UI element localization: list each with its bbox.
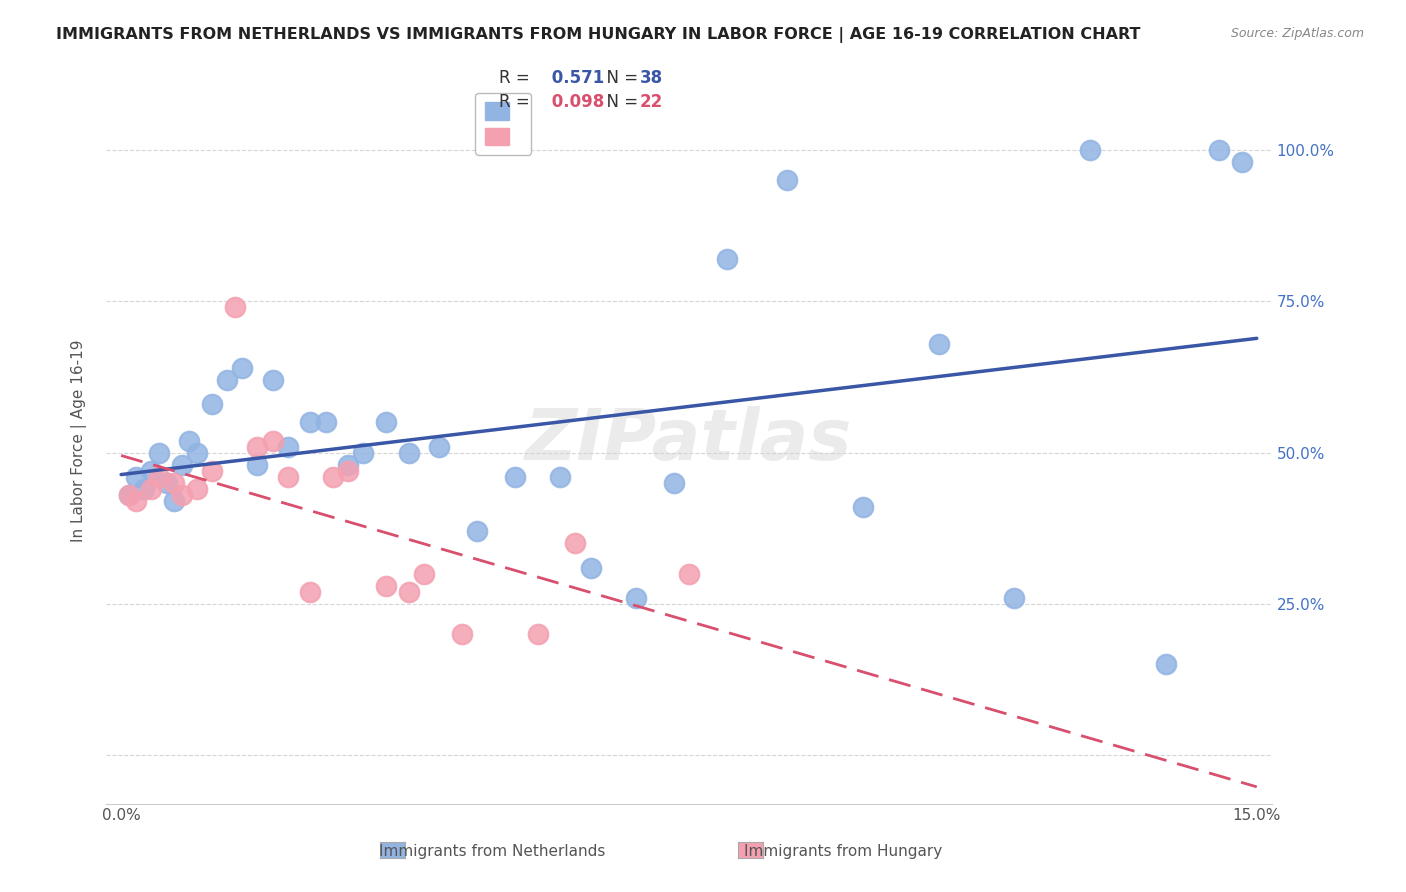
Point bbox=[132, 482, 155, 496]
Point bbox=[201, 397, 224, 411]
Point bbox=[776, 173, 799, 187]
Point bbox=[170, 458, 193, 472]
Point bbox=[928, 336, 950, 351]
Point bbox=[118, 488, 141, 502]
Point bbox=[118, 488, 141, 502]
Point bbox=[277, 440, 299, 454]
Point bbox=[548, 470, 571, 484]
Text: N =: N = bbox=[596, 93, 644, 111]
Point bbox=[337, 464, 360, 478]
Point bbox=[375, 579, 398, 593]
Point bbox=[375, 416, 398, 430]
Point bbox=[299, 416, 322, 430]
Text: 0.098: 0.098 bbox=[546, 93, 603, 111]
Text: Immigrants from Hungary: Immigrants from Hungary bbox=[744, 845, 943, 859]
Text: 38: 38 bbox=[640, 70, 662, 87]
Point bbox=[246, 440, 269, 454]
Point bbox=[1154, 657, 1177, 672]
Text: ZIPatlas: ZIPatlas bbox=[526, 406, 852, 475]
Point bbox=[148, 470, 170, 484]
Legend: , : , bbox=[475, 93, 531, 154]
Point bbox=[503, 470, 526, 484]
Point bbox=[201, 464, 224, 478]
Point bbox=[277, 470, 299, 484]
Text: IMMIGRANTS FROM NETHERLANDS VS IMMIGRANTS FROM HUNGARY IN LABOR FORCE | AGE 16-1: IMMIGRANTS FROM NETHERLANDS VS IMMIGRANT… bbox=[56, 27, 1140, 43]
Point bbox=[716, 252, 738, 266]
Point bbox=[450, 627, 472, 641]
Point bbox=[186, 445, 208, 459]
Point bbox=[1078, 143, 1101, 157]
Point bbox=[579, 560, 602, 574]
Text: R =: R = bbox=[499, 93, 536, 111]
Point bbox=[1230, 155, 1253, 169]
Point bbox=[125, 494, 148, 508]
Text: Immigrants from Netherlands: Immigrants from Netherlands bbox=[378, 845, 606, 859]
Point bbox=[624, 591, 647, 605]
Point bbox=[148, 445, 170, 459]
Point bbox=[141, 482, 163, 496]
Point bbox=[141, 464, 163, 478]
Point bbox=[217, 373, 239, 387]
Point bbox=[170, 488, 193, 502]
Point bbox=[398, 445, 420, 459]
Point bbox=[231, 360, 253, 375]
Point bbox=[163, 475, 186, 490]
Point bbox=[337, 458, 360, 472]
Point bbox=[315, 416, 337, 430]
Point bbox=[262, 434, 284, 448]
Point bbox=[678, 566, 700, 581]
Point bbox=[299, 584, 322, 599]
Text: 0.571: 0.571 bbox=[546, 70, 603, 87]
Point bbox=[564, 536, 586, 550]
Point bbox=[155, 475, 177, 490]
Point bbox=[262, 373, 284, 387]
Point bbox=[1004, 591, 1026, 605]
Point bbox=[179, 434, 201, 448]
Point bbox=[246, 458, 269, 472]
Point bbox=[465, 524, 488, 539]
Point bbox=[352, 445, 374, 459]
Point bbox=[1208, 143, 1230, 157]
Point bbox=[398, 584, 420, 599]
Point bbox=[125, 470, 148, 484]
Text: R =: R = bbox=[499, 70, 536, 87]
Text: 22: 22 bbox=[640, 93, 664, 111]
Text: Source: ZipAtlas.com: Source: ZipAtlas.com bbox=[1230, 27, 1364, 40]
Point bbox=[186, 482, 208, 496]
Point bbox=[427, 440, 450, 454]
Point bbox=[163, 494, 186, 508]
Point bbox=[322, 470, 344, 484]
Point bbox=[224, 301, 246, 315]
Point bbox=[852, 500, 875, 514]
Y-axis label: In Labor Force | Age 16-19: In Labor Force | Age 16-19 bbox=[72, 339, 87, 541]
Point bbox=[413, 566, 436, 581]
Point bbox=[526, 627, 548, 641]
Point bbox=[662, 475, 685, 490]
Text: N =: N = bbox=[596, 70, 644, 87]
